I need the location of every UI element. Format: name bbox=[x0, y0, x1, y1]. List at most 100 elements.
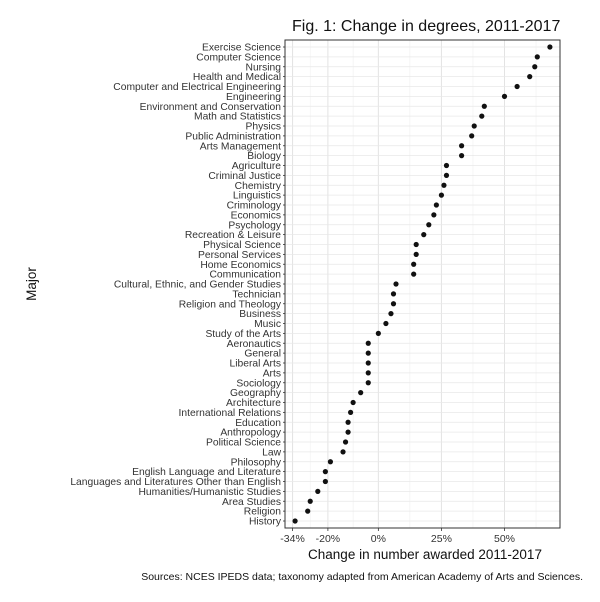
data-point bbox=[307, 498, 313, 504]
y-tick-label: Environment and Conservation bbox=[140, 102, 282, 113]
data-point bbox=[322, 469, 328, 475]
y-tick-label: Arts Management bbox=[200, 141, 281, 152]
x-tick-label: -34% bbox=[280, 533, 305, 545]
x-tick-labels: -34% -20% 0% 25% 50% bbox=[280, 528, 515, 545]
data-point bbox=[365, 360, 371, 366]
y-tick-label: Physics bbox=[246, 122, 281, 133]
data-point bbox=[340, 449, 346, 455]
y-tick-label: Philosophy bbox=[231, 457, 282, 468]
data-point bbox=[501, 93, 508, 99]
x-tick-label: 0% bbox=[371, 533, 386, 545]
x-tick-label: -20% bbox=[316, 533, 341, 545]
x-tick-label: 25% bbox=[431, 533, 452, 545]
data-point bbox=[547, 44, 553, 50]
y-tick-label: Economics bbox=[231, 210, 281, 221]
data-point bbox=[431, 212, 437, 218]
y-tick-label: Criminal Justice bbox=[208, 171, 281, 182]
y-tick-label: Liberal Arts bbox=[229, 359, 281, 370]
y-tick-label: Chemistry bbox=[235, 181, 282, 192]
data-point bbox=[365, 370, 371, 376]
data-point bbox=[388, 311, 394, 317]
data-point bbox=[327, 459, 334, 465]
y-tick-label: International Relations bbox=[179, 408, 281, 419]
y-tick-label: Anthropology bbox=[220, 428, 282, 439]
data-point bbox=[393, 281, 399, 287]
y-tick-label: Religion and Theology bbox=[179, 299, 282, 310]
y-tick-label: Arts bbox=[263, 368, 281, 379]
y-tick-label: General bbox=[244, 349, 281, 360]
y-tick-label: Psychology bbox=[228, 220, 282, 231]
y-tick-label: Nursing bbox=[246, 62, 282, 73]
data-point bbox=[315, 488, 321, 494]
y-tick-label: Communication bbox=[209, 270, 281, 281]
y-tick-label: Geography bbox=[230, 388, 282, 399]
y-tick-label: History bbox=[249, 517, 282, 528]
y-tick-label: Health and Medical bbox=[193, 72, 281, 83]
data-point bbox=[345, 429, 351, 435]
data-point bbox=[527, 74, 533, 80]
chart-title: Fig. 1: Change in degrees, 2011-2017 bbox=[292, 18, 560, 35]
data-point bbox=[459, 153, 465, 159]
y-tick-label: Math and Statistics bbox=[194, 112, 281, 123]
y-tick-label: Law bbox=[262, 447, 281, 458]
y-tick-label: Humanities/Humanistic Studies bbox=[139, 487, 282, 498]
data-point bbox=[421, 232, 427, 238]
y-tick-label: Education bbox=[235, 418, 281, 429]
data-point bbox=[441, 182, 447, 188]
y-axis-title: Major bbox=[24, 267, 39, 301]
y-tick-label: Personal Services bbox=[198, 250, 281, 261]
data-point bbox=[292, 518, 298, 524]
data-point bbox=[433, 202, 439, 208]
y-tick-label: Area Studies bbox=[222, 497, 281, 508]
y-tick-label: Exercise Science bbox=[202, 43, 281, 54]
grid-lines bbox=[285, 40, 560, 528]
y-tick-label: Recreation & Leisure bbox=[185, 230, 281, 241]
data-point bbox=[443, 172, 450, 178]
y-tick-label: English Language and Literature bbox=[132, 467, 281, 478]
y-tick-label: Political Science bbox=[206, 438, 281, 449]
data-point bbox=[443, 162, 450, 169]
data-point bbox=[390, 291, 397, 297]
data-point bbox=[350, 399, 356, 406]
x-tick-label: 50% bbox=[494, 533, 515, 545]
data-point bbox=[342, 439, 349, 445]
data-point bbox=[411, 271, 417, 277]
data-point bbox=[532, 64, 538, 70]
data-point bbox=[459, 143, 465, 149]
data-point bbox=[305, 508, 311, 514]
data-point bbox=[426, 222, 432, 228]
y-tick-label: Cultural, Ethnic, and Gender Studies bbox=[114, 280, 281, 291]
y-tick-label: Business bbox=[239, 309, 281, 320]
y-tick-label: Languages and Literatures Other than Eng… bbox=[70, 477, 281, 488]
y-tick-label: Agriculture bbox=[232, 161, 281, 172]
data-point bbox=[322, 478, 328, 485]
y-tick-label: Criminology bbox=[227, 201, 282, 212]
data-points bbox=[292, 44, 553, 524]
data-point bbox=[469, 133, 475, 139]
y-tick-label: Physical Science bbox=[203, 240, 281, 251]
y-tick-label: Linguistics bbox=[233, 191, 281, 202]
y-tick-label: Religion bbox=[244, 507, 281, 518]
y-tick-label: Engineering bbox=[226, 92, 281, 103]
data-point bbox=[514, 83, 520, 90]
y-tick-label: Home Economics bbox=[200, 260, 281, 271]
data-point bbox=[471, 123, 477, 129]
y-tick-label: Computer and Electrical Engineering bbox=[113, 82, 281, 93]
y-tick-label: Aeronautics bbox=[227, 339, 281, 350]
data-point bbox=[375, 330, 381, 336]
data-point bbox=[358, 390, 364, 396]
y-tick-label: Sociology bbox=[236, 378, 281, 389]
y-tick-label: Architecture bbox=[226, 398, 281, 409]
data-point bbox=[390, 301, 397, 307]
y-tick-label: Music bbox=[254, 319, 281, 330]
data-point bbox=[413, 241, 419, 248]
data-point bbox=[438, 192, 445, 198]
y-tick-label: Public Administration bbox=[185, 131, 281, 142]
x-axis-title: Change in number awarded 2011-2017 bbox=[308, 547, 542, 562]
data-point bbox=[345, 419, 351, 425]
y-tick-label: Study of the Arts bbox=[205, 329, 281, 340]
data-point bbox=[479, 113, 485, 119]
data-point bbox=[413, 251, 419, 257]
